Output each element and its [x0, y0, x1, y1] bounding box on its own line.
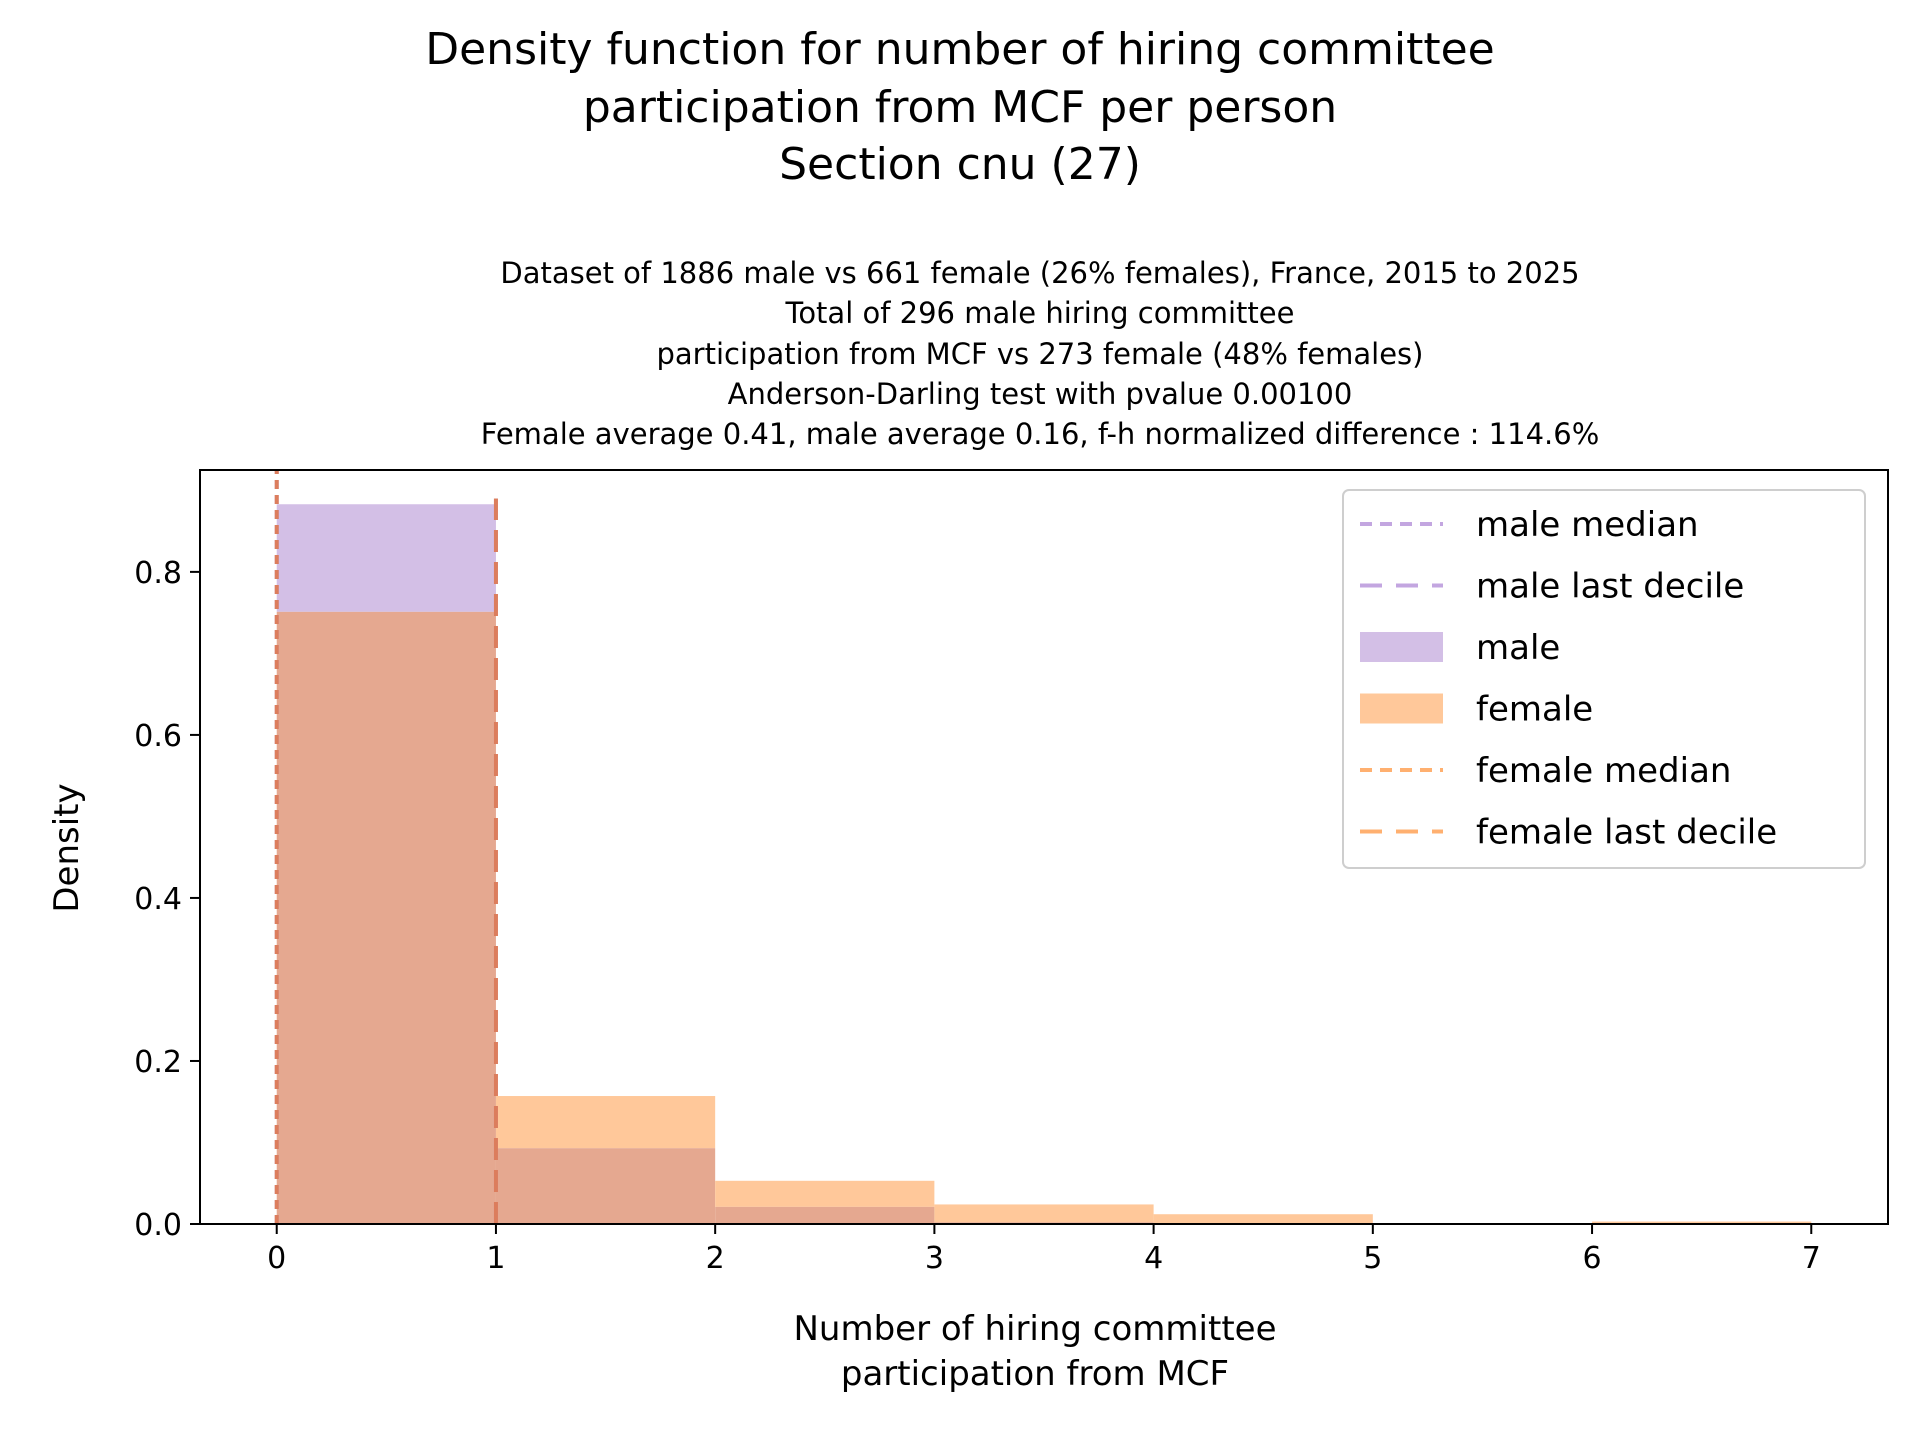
female-bar-3 — [934, 1204, 1154, 1223]
overlap-bar-1 — [495, 1148, 716, 1224]
x-tick-label-0: 0 — [267, 1241, 286, 1276]
chart-title: Density function for number of hiring co… — [425, 24, 1495, 190]
female-bar-2 — [715, 1180, 935, 1207]
legend-label-female: female — [1476, 690, 1593, 730]
x-tick-label-6: 6 — [1583, 1241, 1602, 1276]
y-tick-label-1: 0.2 — [134, 1045, 182, 1080]
y-tick-label-2: 0.4 — [134, 882, 182, 917]
histogram-bars — [276, 504, 1812, 1224]
male-bar-0 — [276, 504, 496, 612]
plot-frame — [199, 469, 1889, 1225]
overlap-bar-0 — [276, 611, 496, 1224]
legend-swatch-male — [1360, 632, 1443, 662]
legend-label-female-last-decile: female last decile — [1476, 813, 1777, 853]
legend-label-female-median: female median — [1476, 751, 1731, 791]
chart-subtitle: Dataset of 1886 male vs 661 female (26% … — [481, 256, 1600, 451]
subtitle-line-5: Female average 0.41, male average 0.16, … — [481, 417, 1600, 451]
female-bar-1 — [495, 1096, 716, 1149]
subtitle-line-4: Anderson-Darling test with pvalue 0.0010… — [728, 377, 1353, 411]
overlap-bar-2 — [715, 1206, 935, 1224]
x-tick-label-5: 5 — [1363, 1241, 1382, 1276]
legend-swatch-female — [1360, 693, 1443, 724]
y-tick-label-4: 0.8 — [134, 556, 182, 591]
legend-label-male-median: male median — [1476, 505, 1699, 545]
subtitle-line-1: Dataset of 1886 male vs 661 female (26% … — [500, 256, 1579, 290]
female-bar-4 — [1153, 1214, 1373, 1224]
y-tick-label-0: 0.0 — [134, 1208, 182, 1243]
x-tick-label-2: 2 — [706, 1241, 725, 1276]
x-tick-label-7: 7 — [1802, 1241, 1821, 1276]
y-axis-label: Density — [47, 783, 87, 912]
x-axis-label: Number of hiring committee participation… — [793, 1309, 1276, 1394]
title-line-2: participation from MCF per person — [583, 82, 1337, 133]
x-tick-label-1: 1 — [486, 1241, 505, 1276]
legend-label-male: male — [1476, 628, 1560, 668]
legend: male median male last decile male female fem… — [1342, 489, 1866, 869]
subtitle-line-2: Total of 296 male hiring committee — [785, 296, 1295, 330]
female-bar-6 — [1592, 1221, 1812, 1224]
stat-lines — [274, 470, 498, 1224]
x-axis-label-line-2: participation from MCF — [841, 1354, 1229, 1394]
x-tick-label-4: 4 — [1144, 1241, 1163, 1276]
x-axis-label-line-1: Number of hiring committee — [793, 1309, 1276, 1349]
axes: 0 1 2 3 4 5 6 7 0.0 0.2 0.4 0.6 0.8 — [134, 469, 1889, 1276]
legend-label-male-last-decile: male last decile — [1476, 567, 1744, 607]
legend-box — [1342, 489, 1866, 869]
y-tick-label-3: 0.6 — [134, 719, 182, 754]
title-line-3: Section cnu (27) — [779, 139, 1141, 190]
subtitle-line-3: participation from MCF vs 273 female (48… — [657, 337, 1424, 371]
x-tick-label-3: 3 — [925, 1241, 944, 1276]
title-line-1: Density function for number of hiring co… — [425, 24, 1495, 75]
